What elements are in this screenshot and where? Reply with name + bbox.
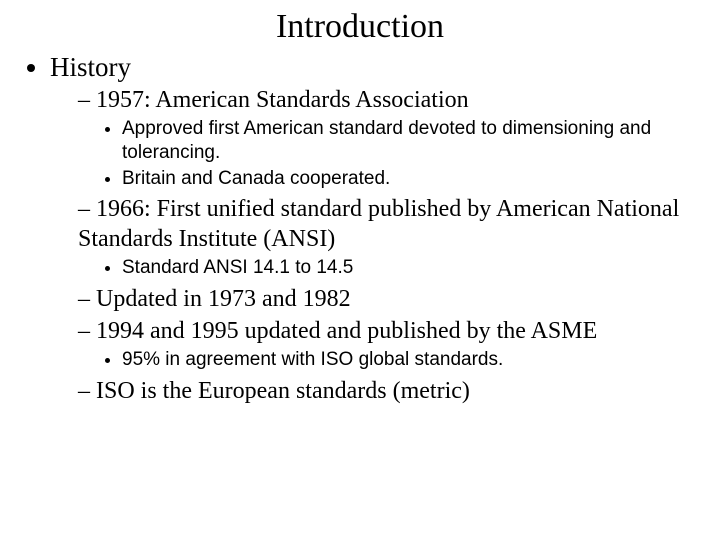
level1-item-history: History 1957: American Standards Associa… — [50, 52, 700, 406]
level3-item-ansi145: Standard ANSI 14.1 to 14.5 — [122, 256, 700, 280]
level2-list: 1957: American Standards Association App… — [50, 85, 700, 406]
level3-list: Standard ANSI 14.1 to 14.5 — [78, 256, 700, 280]
level3-item-approved: Approved first American standard devoted… — [122, 117, 700, 165]
level2-item-updated: Updated in 1973 and 1982 — [78, 284, 700, 314]
slide: Introduction History 1957: American Stan… — [0, 0, 720, 540]
level2-item-1966: 1966: First unified standard published b… — [78, 194, 700, 280]
level2-text: Updated in 1973 and 1982 — [96, 286, 351, 312]
level2-text: 1957: American Standards Association — [96, 87, 469, 113]
level3-list: Approved first American standard devoted… — [78, 117, 700, 190]
level3-list: 95% in agreement with ISO global standar… — [78, 348, 700, 372]
level2-text: 1994 and 1995 updated and published by t… — [96, 318, 597, 344]
slide-title: Introduction — [20, 8, 700, 46]
level2-text: 1966: First unified standard published b… — [78, 196, 679, 252]
level2-item-iso: ISO is the European standards (metric) — [78, 376, 700, 406]
level1-text: History — [50, 52, 131, 82]
level2-item-1957: 1957: American Standards Association App… — [78, 85, 700, 190]
level1-list: History 1957: American Standards Associa… — [20, 52, 700, 406]
level2-text: ISO is the European standards (metric) — [96, 378, 470, 404]
level2-item-asme: 1994 and 1995 updated and published by t… — [78, 316, 700, 372]
level3-item-britain: Britain and Canada cooperated. — [122, 167, 700, 191]
level3-item-iso95: 95% in agreement with ISO global standar… — [122, 348, 700, 372]
